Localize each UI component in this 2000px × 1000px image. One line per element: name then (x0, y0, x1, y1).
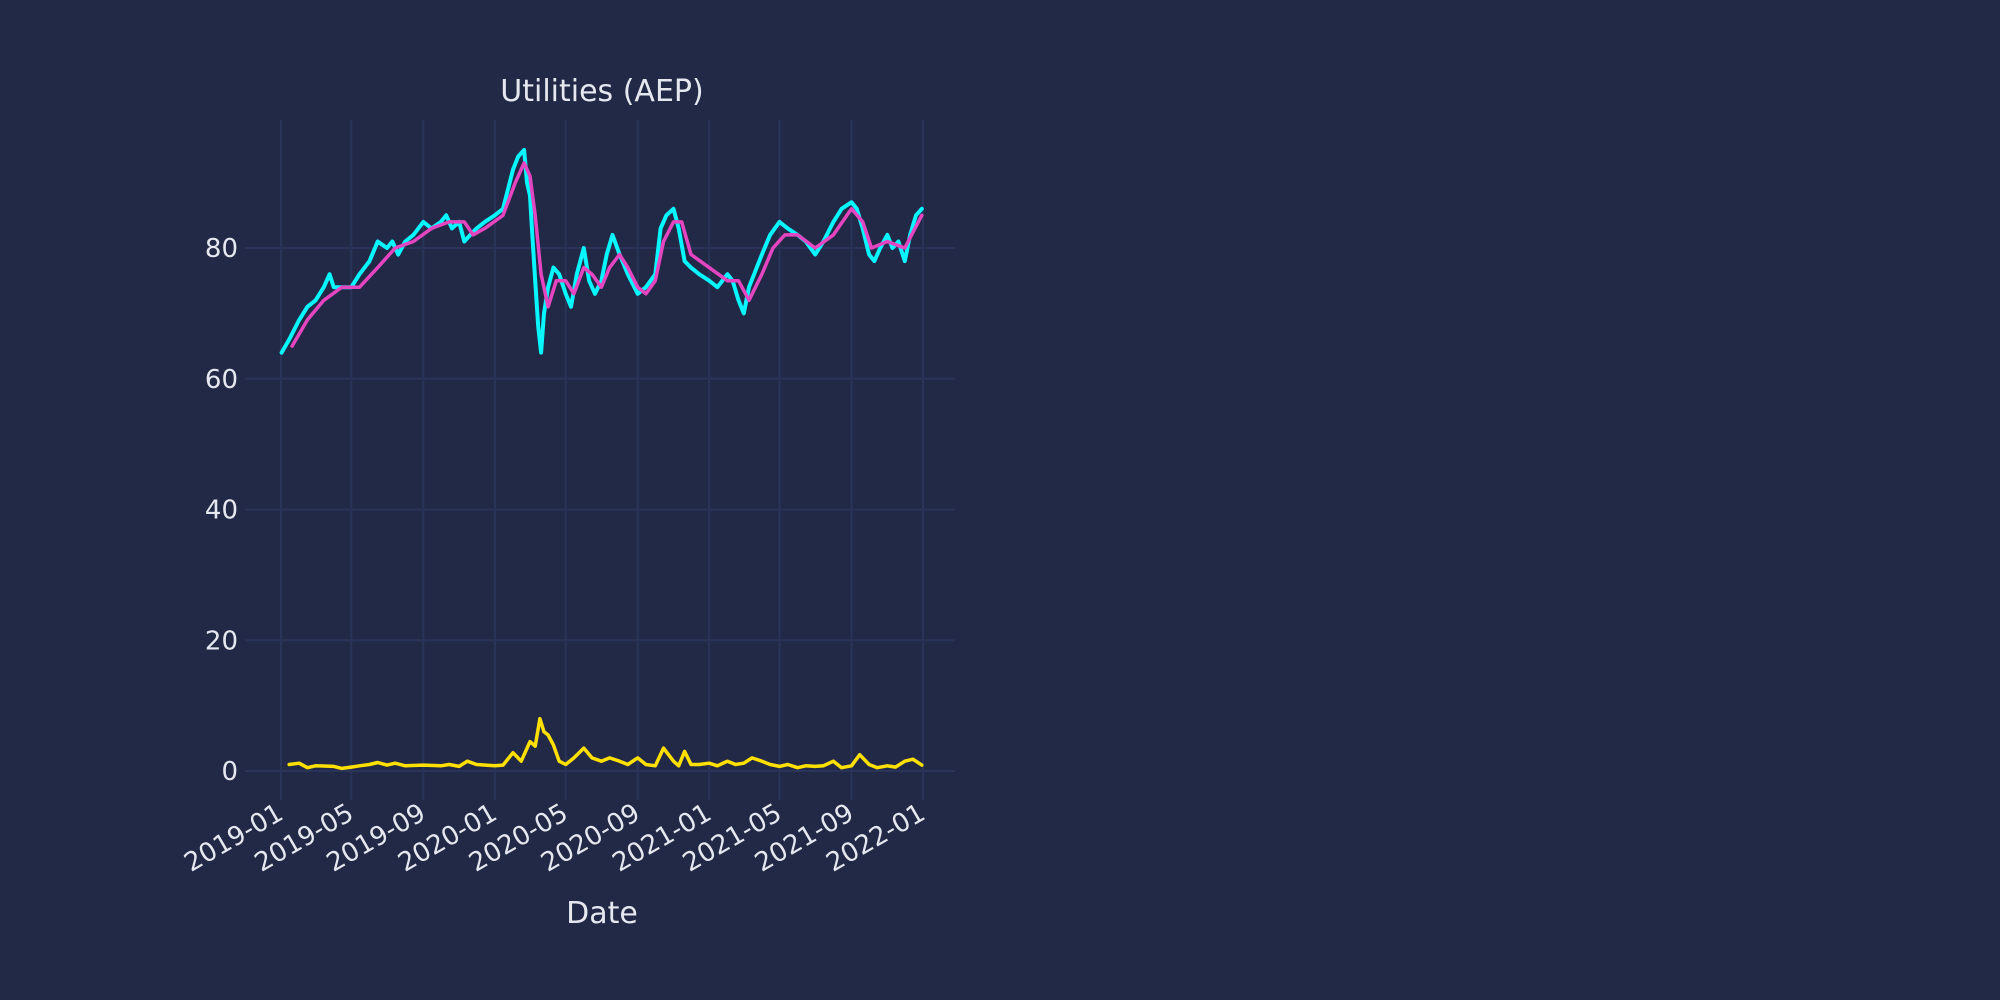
series-lines (279, 147, 924, 771)
y-tick-label: 60 (205, 365, 238, 395)
x-axis-label: Date (566, 896, 638, 931)
horizontal-gridlines (245, 247, 955, 772)
y-axis-tick-labels: 0 20 40 60 80 (205, 234, 238, 787)
y-tick-label: 20 (205, 626, 238, 656)
y-tick-label: 40 (205, 496, 238, 526)
chart-title: Utilities (AEP) (500, 74, 703, 109)
price-line (279, 147, 924, 355)
moving-average-line (290, 161, 924, 348)
volatility-line (287, 716, 924, 771)
y-tick-label: 0 (221, 757, 238, 787)
y-tick-label: 80 (205, 234, 238, 264)
